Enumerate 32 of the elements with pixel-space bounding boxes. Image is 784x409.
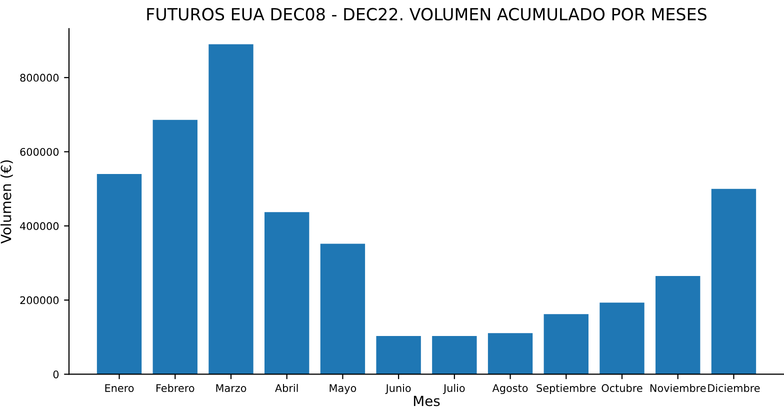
- y-tick-label: 200000: [20, 296, 59, 304]
- bar: [376, 336, 421, 374]
- x-tick-label: Agosto: [492, 384, 528, 394]
- bar: [488, 333, 533, 374]
- y-axis-title: Volumen (€): [0, 160, 13, 244]
- y-tick-label: 600000: [20, 148, 59, 156]
- bar: [96, 174, 142, 374]
- x-tick-label: Diciembre: [708, 384, 760, 392]
- bar: [544, 314, 588, 374]
- bar: [711, 188, 756, 374]
- x-tick-label: Octubre: [602, 384, 642, 392]
- x-tick-label: Marzo: [216, 384, 246, 392]
- x-tick-label: Enero: [105, 384, 134, 392]
- x-tick-label: Abril: [275, 384, 298, 392]
- bar: [656, 276, 700, 374]
- x-tick-label: Junio: [385, 384, 411, 394]
- y-tick-label: 0: [53, 370, 59, 378]
- x-tick-label: Noviembre: [650, 384, 706, 392]
- bar: [208, 44, 254, 374]
- bar: [320, 244, 366, 374]
- chart-title: FUTUROS EUA DEC08 - DEC22. VOLUMEN ACUMULADO POR MESES: [147, 8, 706, 21]
- bar: [264, 212, 310, 374]
- bar: [432, 336, 477, 374]
- y-tick-label: 800000: [20, 74, 59, 82]
- x-tick-label: Febrero: [156, 384, 194, 392]
- x-tick-label: Julio: [442, 384, 465, 394]
- bar: [152, 120, 198, 374]
- x-tick-label: Septiembre: [536, 384, 596, 394]
- y-tick-label: 400000: [20, 222, 59, 230]
- x-axis-title: Mes: [414, 396, 440, 406]
- bar: [600, 302, 644, 374]
- x-tick-label: Mayo: [330, 384, 356, 394]
